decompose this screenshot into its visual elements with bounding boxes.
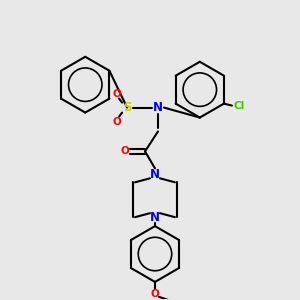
Text: O: O [113,116,122,127]
Text: N: N [150,168,160,181]
Text: N: N [153,101,163,114]
Text: O: O [121,146,130,156]
Text: N: N [150,211,160,224]
Text: O: O [151,289,159,299]
Text: Cl: Cl [234,100,245,111]
Text: S: S [123,101,131,114]
Text: O: O [113,88,122,99]
